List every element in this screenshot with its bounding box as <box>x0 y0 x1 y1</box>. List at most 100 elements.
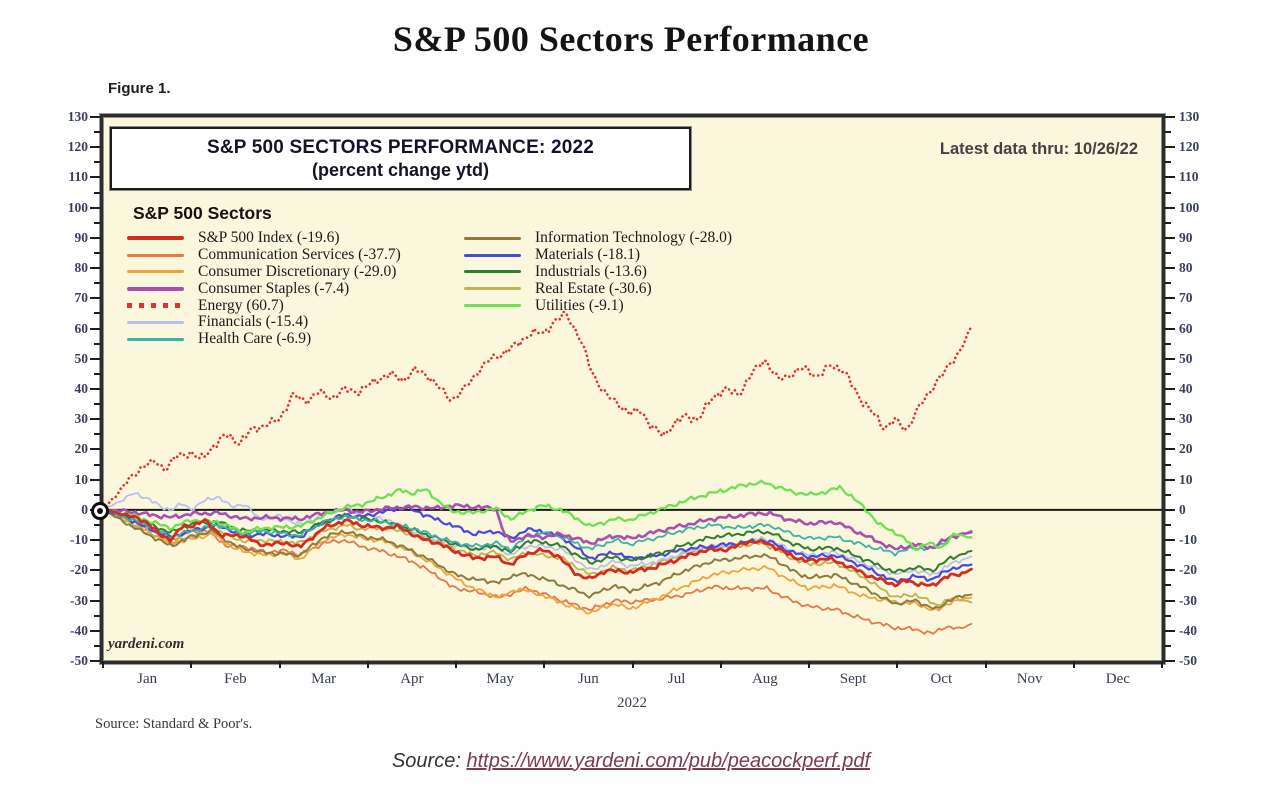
x-axis-month-label: Mar <box>311 671 337 687</box>
legend-label: Consumer Staples (-7.4) <box>198 279 350 297</box>
y-major-tick-left <box>90 599 100 602</box>
chart-title-box: S&P 500 SECTORS PERFORMANCE: 2022 (perce… <box>110 127 691 190</box>
legend-item-hc: Health Care (-6.9) <box>127 330 401 348</box>
legend-column-2: Information Technology (-28.0) Materials … <box>464 229 733 314</box>
legend-label: Financials (-15.4) <box>198 313 309 331</box>
y-major-tick-right <box>1165 599 1175 602</box>
y-major-tick-right <box>1165 539 1175 542</box>
legend-swatch-util-icon <box>464 304 521 308</box>
legend-item-energy: Energy (60.7) <box>127 297 401 314</box>
y-major-tick-left <box>90 388 100 390</box>
legend-item-sp500: S&P 500 Index (-19.6) <box>127 229 401 247</box>
y-axis-tick-label-left: 120 <box>67 139 88 155</box>
y-axis-tick-label-right: 0 <box>1179 501 1186 517</box>
y-major-tick-right <box>1165 236 1175 239</box>
y-major-tick-right <box>1165 448 1175 451</box>
legend-label: Real Estate (-30.6) <box>535 279 652 297</box>
y-major-tick-right <box>1165 569 1175 572</box>
y-major-tick-right <box>1165 176 1175 179</box>
legend-label: Information Technology (-28.0) <box>535 229 733 247</box>
y-minor-tick-right <box>1165 221 1171 224</box>
y-minor-tick-right <box>1165 433 1171 436</box>
legend-column-1: S&P 500 Index (-19.6) Communication Servi… <box>127 229 401 348</box>
legend-item-mat: Materials (-18.1) <box>464 246 732 264</box>
x-axis-month-label: Feb <box>224 671 247 687</box>
x-axis-month-label: Jun <box>577 671 599 687</box>
source-note: Source: Standard & Poor's. <box>95 716 253 732</box>
legend-swatch-comm-icon <box>127 253 184 257</box>
legend-item-comm: Communication Services (-37.7) <box>127 246 401 264</box>
y-axis-tick-label-right: 60 <box>1179 320 1193 336</box>
legend-label: Industrials (-13.6) <box>535 263 647 280</box>
y-axis-tick-label-left: 30 <box>74 411 89 427</box>
zero-origin-marker-icon <box>91 502 109 520</box>
legend-label: Consumer Discretionary (-29.0) <box>198 263 397 280</box>
y-major-tick-left <box>90 478 100 481</box>
y-axis-tick-label-left: 70 <box>74 290 89 306</box>
y-axis-tick-label-right: -30 <box>1179 592 1197 608</box>
y-major-tick-left <box>90 357 100 360</box>
y-major-tick-right <box>1165 418 1175 421</box>
y-major-tick-right <box>1165 660 1175 662</box>
legend-label: S&P 500 Index (-19.6) <box>198 229 340 247</box>
x-axis-month-label: Sept <box>839 671 867 687</box>
legend-swatch-sp500-icon <box>127 236 184 241</box>
y-major-tick-left <box>90 236 100 239</box>
y-major-tick-right <box>1165 327 1175 330</box>
y-minor-tick-right <box>1165 644 1171 647</box>
latest-data-label: Latest data thru: 10/26/22 <box>939 140 1138 158</box>
y-axis-tick-label-left: 80 <box>74 260 89 276</box>
y-major-tick-left <box>90 267 100 270</box>
y-axis-tick-label-right: 80 <box>1179 260 1193 276</box>
legend-item-fin: Financials (-15.4) <box>127 313 401 331</box>
y-axis-tick-label-right: 120 <box>1179 139 1200 155</box>
y-axis-tick-label-left: 0 <box>81 501 88 517</box>
x-axis-month-label: Aug <box>751 671 778 687</box>
legend-swatch-ind-icon <box>464 270 521 274</box>
x-axis-month-label: May <box>486 671 514 687</box>
y-major-tick-right <box>1165 206 1175 209</box>
y-major-tick-right <box>1165 508 1175 511</box>
x-axis-month-label: Jul <box>667 671 686 687</box>
legend-label: Energy (60.7) <box>198 296 284 314</box>
legend-item-staples: Consumer Staples (-7.4) <box>127 280 401 297</box>
y-axis-tick-label-right: 130 <box>1179 109 1200 124</box>
y-major-tick-left <box>90 448 100 451</box>
y-major-tick-left <box>90 146 100 149</box>
legend-item-it: Information Technology (-28.0) <box>464 229 733 247</box>
footer-source-prefix: Source: <box>391 750 461 772</box>
y-major-tick-right <box>1165 357 1175 360</box>
y-major-tick-left <box>90 327 100 330</box>
x-axis-month-label: Dec <box>1105 671 1130 687</box>
y-axis-tick-label-right: -10 <box>1179 532 1197 548</box>
y-axis-tick-label-left: 110 <box>68 169 88 185</box>
y-major-tick-right <box>1165 297 1175 300</box>
series-line-staples <box>103 503 973 551</box>
y-major-tick-right <box>1165 146 1175 149</box>
legend-swatch-energy-icon <box>127 303 184 309</box>
legend-swatch-mat-icon <box>464 253 521 257</box>
legend-swatch-staples-icon <box>127 286 184 291</box>
y-major-tick-right <box>1165 478 1175 481</box>
figure-label: Figure 1. <box>108 80 171 97</box>
y-axis-tick-label-left: -50 <box>70 653 88 668</box>
plot-area <box>100 114 1165 664</box>
y-major-tick-right <box>1165 116 1175 118</box>
series-line-sp500 <box>103 508 973 588</box>
y-minor-tick-right <box>1165 403 1171 406</box>
source-link[interactable]: https://www.yardeni.com/pub/peacockperf.… <box>466 750 871 772</box>
y-major-tick-left <box>90 569 100 572</box>
y-axis-tick-label-left: 100 <box>67 199 88 215</box>
y-axis-tick-label-left: 50 <box>74 350 89 366</box>
y-minor-tick-right <box>1165 131 1171 134</box>
series-line-disc <box>103 509 973 615</box>
y-major-tick-left <box>90 660 100 662</box>
y-axis-tick-label-right: -20 <box>1179 562 1197 578</box>
y-minor-tick-right <box>1165 252 1171 254</box>
y-axis-tick-label-right: 30 <box>1179 411 1193 427</box>
y-axis-tick-label-right: -50 <box>1179 653 1197 668</box>
legend-item-re: Real Estate (-30.6) <box>464 280 732 297</box>
y-axis-tick-label-left: -10 <box>70 532 88 548</box>
y-axis-tick-label-right: 40 <box>1179 381 1193 396</box>
